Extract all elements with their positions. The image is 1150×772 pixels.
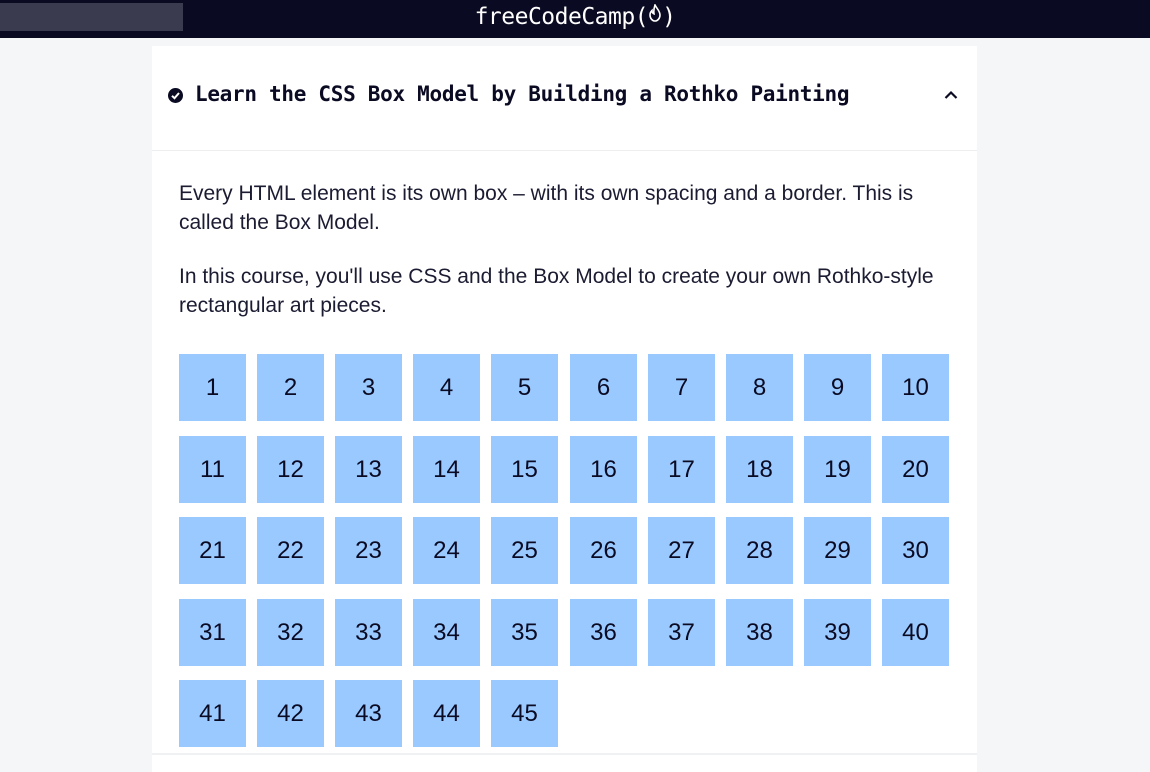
search-bar[interactable] bbox=[0, 3, 183, 31]
step-button-40[interactable]: 40 bbox=[882, 599, 949, 666]
step-button-27[interactable]: 27 bbox=[648, 517, 715, 584]
step-button-39[interactable]: 39 bbox=[804, 599, 871, 666]
step-button-3[interactable]: 3 bbox=[335, 354, 402, 421]
step-button-43[interactable]: 43 bbox=[335, 680, 402, 747]
step-button-12[interactable]: 12 bbox=[257, 436, 324, 503]
step-button-44[interactable]: 44 bbox=[413, 680, 480, 747]
chevron-up-icon[interactable] bbox=[942, 86, 960, 104]
step-button-33[interactable]: 33 bbox=[335, 599, 402, 666]
step-button-26[interactable]: 26 bbox=[570, 517, 637, 584]
step-button-6[interactable]: 6 bbox=[570, 354, 637, 421]
step-button-36[interactable]: 36 bbox=[570, 599, 637, 666]
step-button-24[interactable]: 24 bbox=[413, 517, 480, 584]
step-button-30[interactable]: 30 bbox=[882, 517, 949, 584]
step-button-31[interactable]: 31 bbox=[179, 599, 246, 666]
flame-icon bbox=[648, 0, 662, 34]
step-button-34[interactable]: 34 bbox=[413, 599, 480, 666]
step-button-28[interactable]: 28 bbox=[726, 517, 793, 584]
step-button-15[interactable]: 15 bbox=[491, 436, 558, 503]
step-button-2[interactable]: 2 bbox=[257, 354, 324, 421]
step-button-23[interactable]: 23 bbox=[335, 517, 402, 584]
step-button-45[interactable]: 45 bbox=[491, 680, 558, 747]
step-button-9[interactable]: 9 bbox=[804, 354, 871, 421]
freecodecamp-logo[interactable]: freeCodeCamp() bbox=[0, 0, 1150, 38]
step-button-19[interactable]: 19 bbox=[804, 436, 871, 503]
step-button-14[interactable]: 14 bbox=[413, 436, 480, 503]
step-button-7[interactable]: 7 bbox=[648, 354, 715, 421]
step-button-22[interactable]: 22 bbox=[257, 517, 324, 584]
step-button-10[interactable]: 10 bbox=[882, 354, 949, 421]
step-button-20[interactable]: 20 bbox=[882, 436, 949, 503]
course-intro: Every HTML element is its own box – with… bbox=[179, 179, 949, 345]
step-button-17[interactable]: 17 bbox=[648, 436, 715, 503]
step-button-18[interactable]: 18 bbox=[726, 436, 793, 503]
step-button-37[interactable]: 37 bbox=[648, 599, 715, 666]
step-button-1[interactable]: 1 bbox=[179, 354, 246, 421]
step-button-29[interactable]: 29 bbox=[804, 517, 871, 584]
check-circle-icon bbox=[168, 88, 183, 103]
step-button-13[interactable]: 13 bbox=[335, 436, 402, 503]
course-title: Learn the CSS Box Model by Building a Ro… bbox=[195, 82, 850, 106]
step-button-32[interactable]: 32 bbox=[257, 599, 324, 666]
step-button-42[interactable]: 42 bbox=[257, 680, 324, 747]
top-navbar: freeCodeCamp() bbox=[0, 0, 1150, 38]
step-button-25[interactable]: 25 bbox=[491, 517, 558, 584]
step-button-8[interactable]: 8 bbox=[726, 354, 793, 421]
intro-paragraph-2: In this course, you'll use CSS and the B… bbox=[179, 265, 934, 317]
logo-text: freeCodeCamp( bbox=[474, 4, 649, 30]
course-header[interactable]: Learn the CSS Box Model by Building a Ro… bbox=[152, 46, 977, 151]
logo-close: ) bbox=[662, 4, 676, 30]
step-button-21[interactable]: 21 bbox=[179, 517, 246, 584]
step-button-35[interactable]: 35 bbox=[491, 599, 558, 666]
step-button-4[interactable]: 4 bbox=[413, 354, 480, 421]
step-button-5[interactable]: 5 bbox=[491, 354, 558, 421]
step-button-11[interactable]: 11 bbox=[179, 436, 246, 503]
next-course-card bbox=[152, 753, 977, 772]
step-button-16[interactable]: 16 bbox=[570, 436, 637, 503]
step-button-41[interactable]: 41 bbox=[179, 680, 246, 747]
step-button-38[interactable]: 38 bbox=[726, 599, 793, 666]
intro-paragraph-1: Every HTML element is its own box – with… bbox=[179, 182, 914, 234]
course-card: Learn the CSS Box Model by Building a Ro… bbox=[152, 46, 977, 753]
